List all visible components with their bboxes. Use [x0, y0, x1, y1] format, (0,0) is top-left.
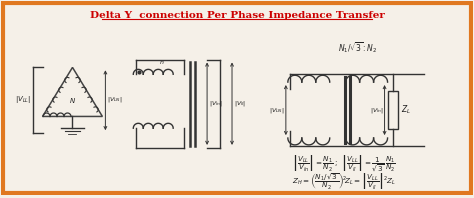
Text: $|V_{ll}|$: $|V_{ll}|$	[234, 99, 246, 108]
Text: $N$: $N$	[69, 96, 76, 105]
Text: $\left|\dfrac{V_{LL}}{V_{ln}}\right| = \dfrac{N_1}{N_2}\ ;\ \left|\dfrac{V_{LL}}: $\left|\dfrac{V_{LL}}{V_{ln}}\right| = \…	[292, 153, 396, 172]
Bar	[388, 91, 398, 129]
Text: $|V_{LN}|$: $|V_{LN}|$	[108, 95, 123, 104]
Text: $|V_{LN}|$: $|V_{LN}|$	[269, 106, 285, 115]
Text: $Z_H = \left(\dfrac{N_1/\sqrt{3}}{N_2}\right)^{\!2}\! Z_L= \left|\dfrac{V_{LL}}{: $Z_H = \left(\dfrac{N_1/\sqrt{3}}{N_2}\r…	[292, 172, 396, 192]
Text: $|V_{LL}|$: $|V_{LL}|$	[15, 94, 31, 105]
FancyBboxPatch shape	[3, 3, 471, 193]
Text: $|V_{ln}|$: $|V_{ln}|$	[209, 99, 223, 108]
Text: Delta Y  connection Per Phase Impedance Transfer: Delta Y connection Per Phase Impedance T…	[90, 11, 384, 20]
Text: $N_1/\sqrt{3} : N_2$: $N_1/\sqrt{3} : N_2$	[338, 40, 377, 55]
Text: $|V_{ln}|$: $|V_{ln}|$	[370, 106, 383, 115]
Text: $Z_L$: $Z_L$	[401, 104, 410, 116]
Text: $n$: $n$	[159, 59, 165, 66]
